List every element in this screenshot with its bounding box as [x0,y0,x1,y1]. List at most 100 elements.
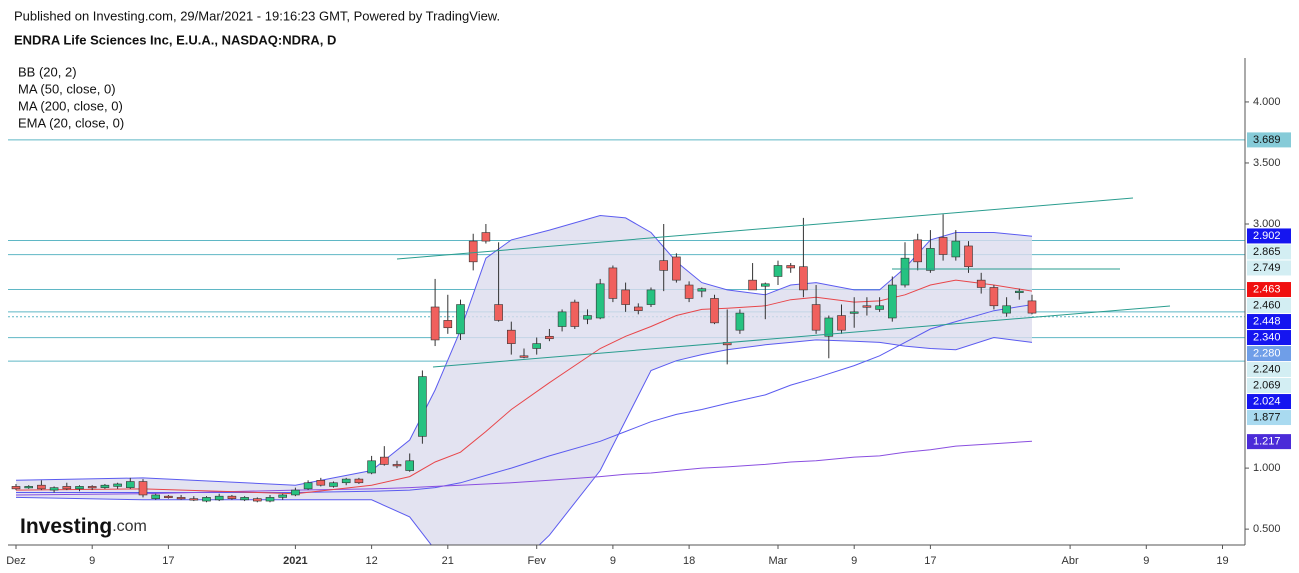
price-label: 1.877 [1253,411,1281,423]
candle-body [405,460,415,471]
candle-body [684,284,694,299]
candle-body [659,260,669,271]
candle-body [443,320,453,329]
candle-body [862,305,872,308]
candle-body [367,460,376,474]
candle-body [760,283,770,287]
drawings [396,197,1171,368]
indicator-line [15,279,1033,495]
candle-body [49,487,59,491]
candle-body [392,464,402,467]
x-tick-label: Mar [769,555,788,567]
price-label-bg [1247,410,1291,426]
price-label-bg [1247,282,1291,298]
price-label: 2.749 [1253,262,1281,274]
x-tick-label: 17 [924,555,936,567]
price-label: 1.217 [1253,436,1281,448]
candle-body [672,256,681,281]
logo: Investing.com [20,515,147,538]
plot-area [8,139,1245,545]
y-tick-label: 1.000 [1253,462,1281,474]
candle-body [138,481,148,496]
candle-body [278,494,288,498]
y-tick-label: 3.000 [1253,218,1281,230]
x-tick-label: 19 [1216,555,1228,567]
price-label: 2.024 [1253,395,1281,407]
candle-body [646,289,656,305]
candle-body [710,298,719,324]
candle-body [506,329,516,344]
candle-body [303,482,313,490]
candle-body [786,265,796,269]
candle-body [240,497,249,501]
candle-body [887,284,897,319]
candle-body [837,315,846,331]
candle-body [900,257,910,286]
legend-entry: MA (200, close, 0) [18,98,123,113]
candle-body [62,486,72,490]
logo-brand: Investing [20,515,112,538]
candle-body [519,355,529,358]
candle-body [976,279,986,288]
candle-body [773,265,783,277]
candle-body [913,239,923,263]
candle-body [926,248,935,271]
candle-body [329,482,338,487]
published-line: Published on Investing.com, 29/Mar/2021 … [14,8,500,23]
x-tick-label: Abr [1062,555,1079,567]
price-label: 2.448 [1253,315,1281,327]
candle-body [265,497,275,502]
price-label: 2.280 [1253,347,1281,359]
x-tick-label: 18 [683,555,695,567]
candle-body [545,335,554,340]
x-tick-label: 9 [89,555,95,567]
price-label-bg [1247,228,1291,244]
candle-body [456,304,465,335]
instrument-title: ENDRA Life Sciences Inc, E.U.A., NASDAQ:… [14,32,336,47]
trend-line [432,305,1171,368]
candle-body [1014,290,1024,293]
x-tick-label: Dez [6,555,26,567]
price-label-bg [1247,260,1291,276]
candle-body [379,456,389,465]
candle-body [100,484,110,488]
y-tick-label: 0.500 [1253,523,1281,535]
candle-body [964,245,973,268]
price-label-bg [1247,330,1291,346]
candle-body [468,240,478,263]
price-label-bg [1247,132,1291,148]
candle-body [748,279,757,291]
candle-body [494,304,503,321]
price-label-bg [1247,346,1291,362]
price-label-bg [1247,378,1291,394]
x-tick-label: 9 [851,555,857,567]
candle-body [227,495,237,499]
bb-band-fill [16,215,1032,545]
candle-body [595,283,605,319]
price-label-bg [1247,244,1291,260]
candle-body [75,486,84,490]
candle-body [37,484,46,490]
candle-body [532,343,542,349]
x-tick-label: 2021 [283,555,307,567]
y-tick-label: 4.000 [1253,96,1281,108]
trend-line [396,197,1134,260]
indicator-line [15,440,1033,496]
price-label-bg [1247,298,1291,314]
candle-body [583,315,592,320]
price-label: 2.340 [1253,331,1281,343]
candle-body [316,480,326,486]
candle-body [799,266,808,291]
candle-body [24,486,34,489]
candle-body [1027,300,1037,314]
candle-body [418,376,427,437]
candle-body [557,311,567,327]
candle-body [164,495,173,498]
y-tick-label: 3.500 [1253,157,1281,169]
candle-body [697,288,707,292]
candle-body [570,301,580,327]
candle-body [849,311,859,314]
legend: BB (20, 2) MA (50, close, 0) MA (200, clos… [18,64,124,130]
candle-body [608,267,618,299]
